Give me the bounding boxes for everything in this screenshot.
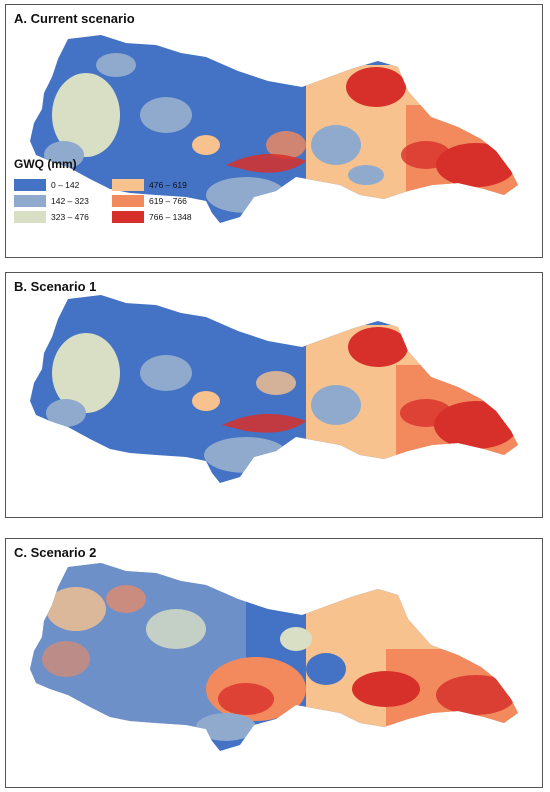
legend-label: 323 – 476 bbox=[51, 212, 89, 222]
legend-swatch bbox=[112, 179, 144, 191]
panel-current-scenario: A. Current scenario GWQ (mm) 0 – 142 142… bbox=[5, 4, 543, 258]
panel-scenario-1: B. Scenario 1 bbox=[5, 272, 543, 518]
legend-title: GWQ (mm) bbox=[14, 157, 77, 171]
panel-scenario-2: C. Scenario 2 bbox=[5, 538, 543, 788]
legend: GWQ (mm) 0 – 142 142 – 323 323 – 476 476… bbox=[12, 157, 232, 253]
legend-swatch bbox=[14, 211, 46, 223]
panel-title: C. Scenario 2 bbox=[14, 545, 97, 560]
map-current-scenario bbox=[30, 35, 518, 223]
legend-label: 619 – 766 bbox=[149, 196, 187, 206]
map-scenario-1 bbox=[30, 295, 518, 483]
panel-title: B. Scenario 1 bbox=[14, 279, 97, 294]
legend-label: 476 – 619 bbox=[149, 180, 187, 190]
map-scenario-2 bbox=[30, 563, 518, 751]
panel-title: A. Current scenario bbox=[14, 11, 135, 26]
legend-swatch bbox=[112, 195, 144, 207]
legend-label: 142 – 323 bbox=[51, 196, 89, 206]
legend-label: 766 – 1348 bbox=[149, 212, 192, 222]
legend-swatch bbox=[14, 195, 46, 207]
legend-swatch bbox=[112, 211, 144, 223]
legend-swatch bbox=[14, 179, 46, 191]
legend-label: 0 – 142 bbox=[51, 180, 80, 190]
